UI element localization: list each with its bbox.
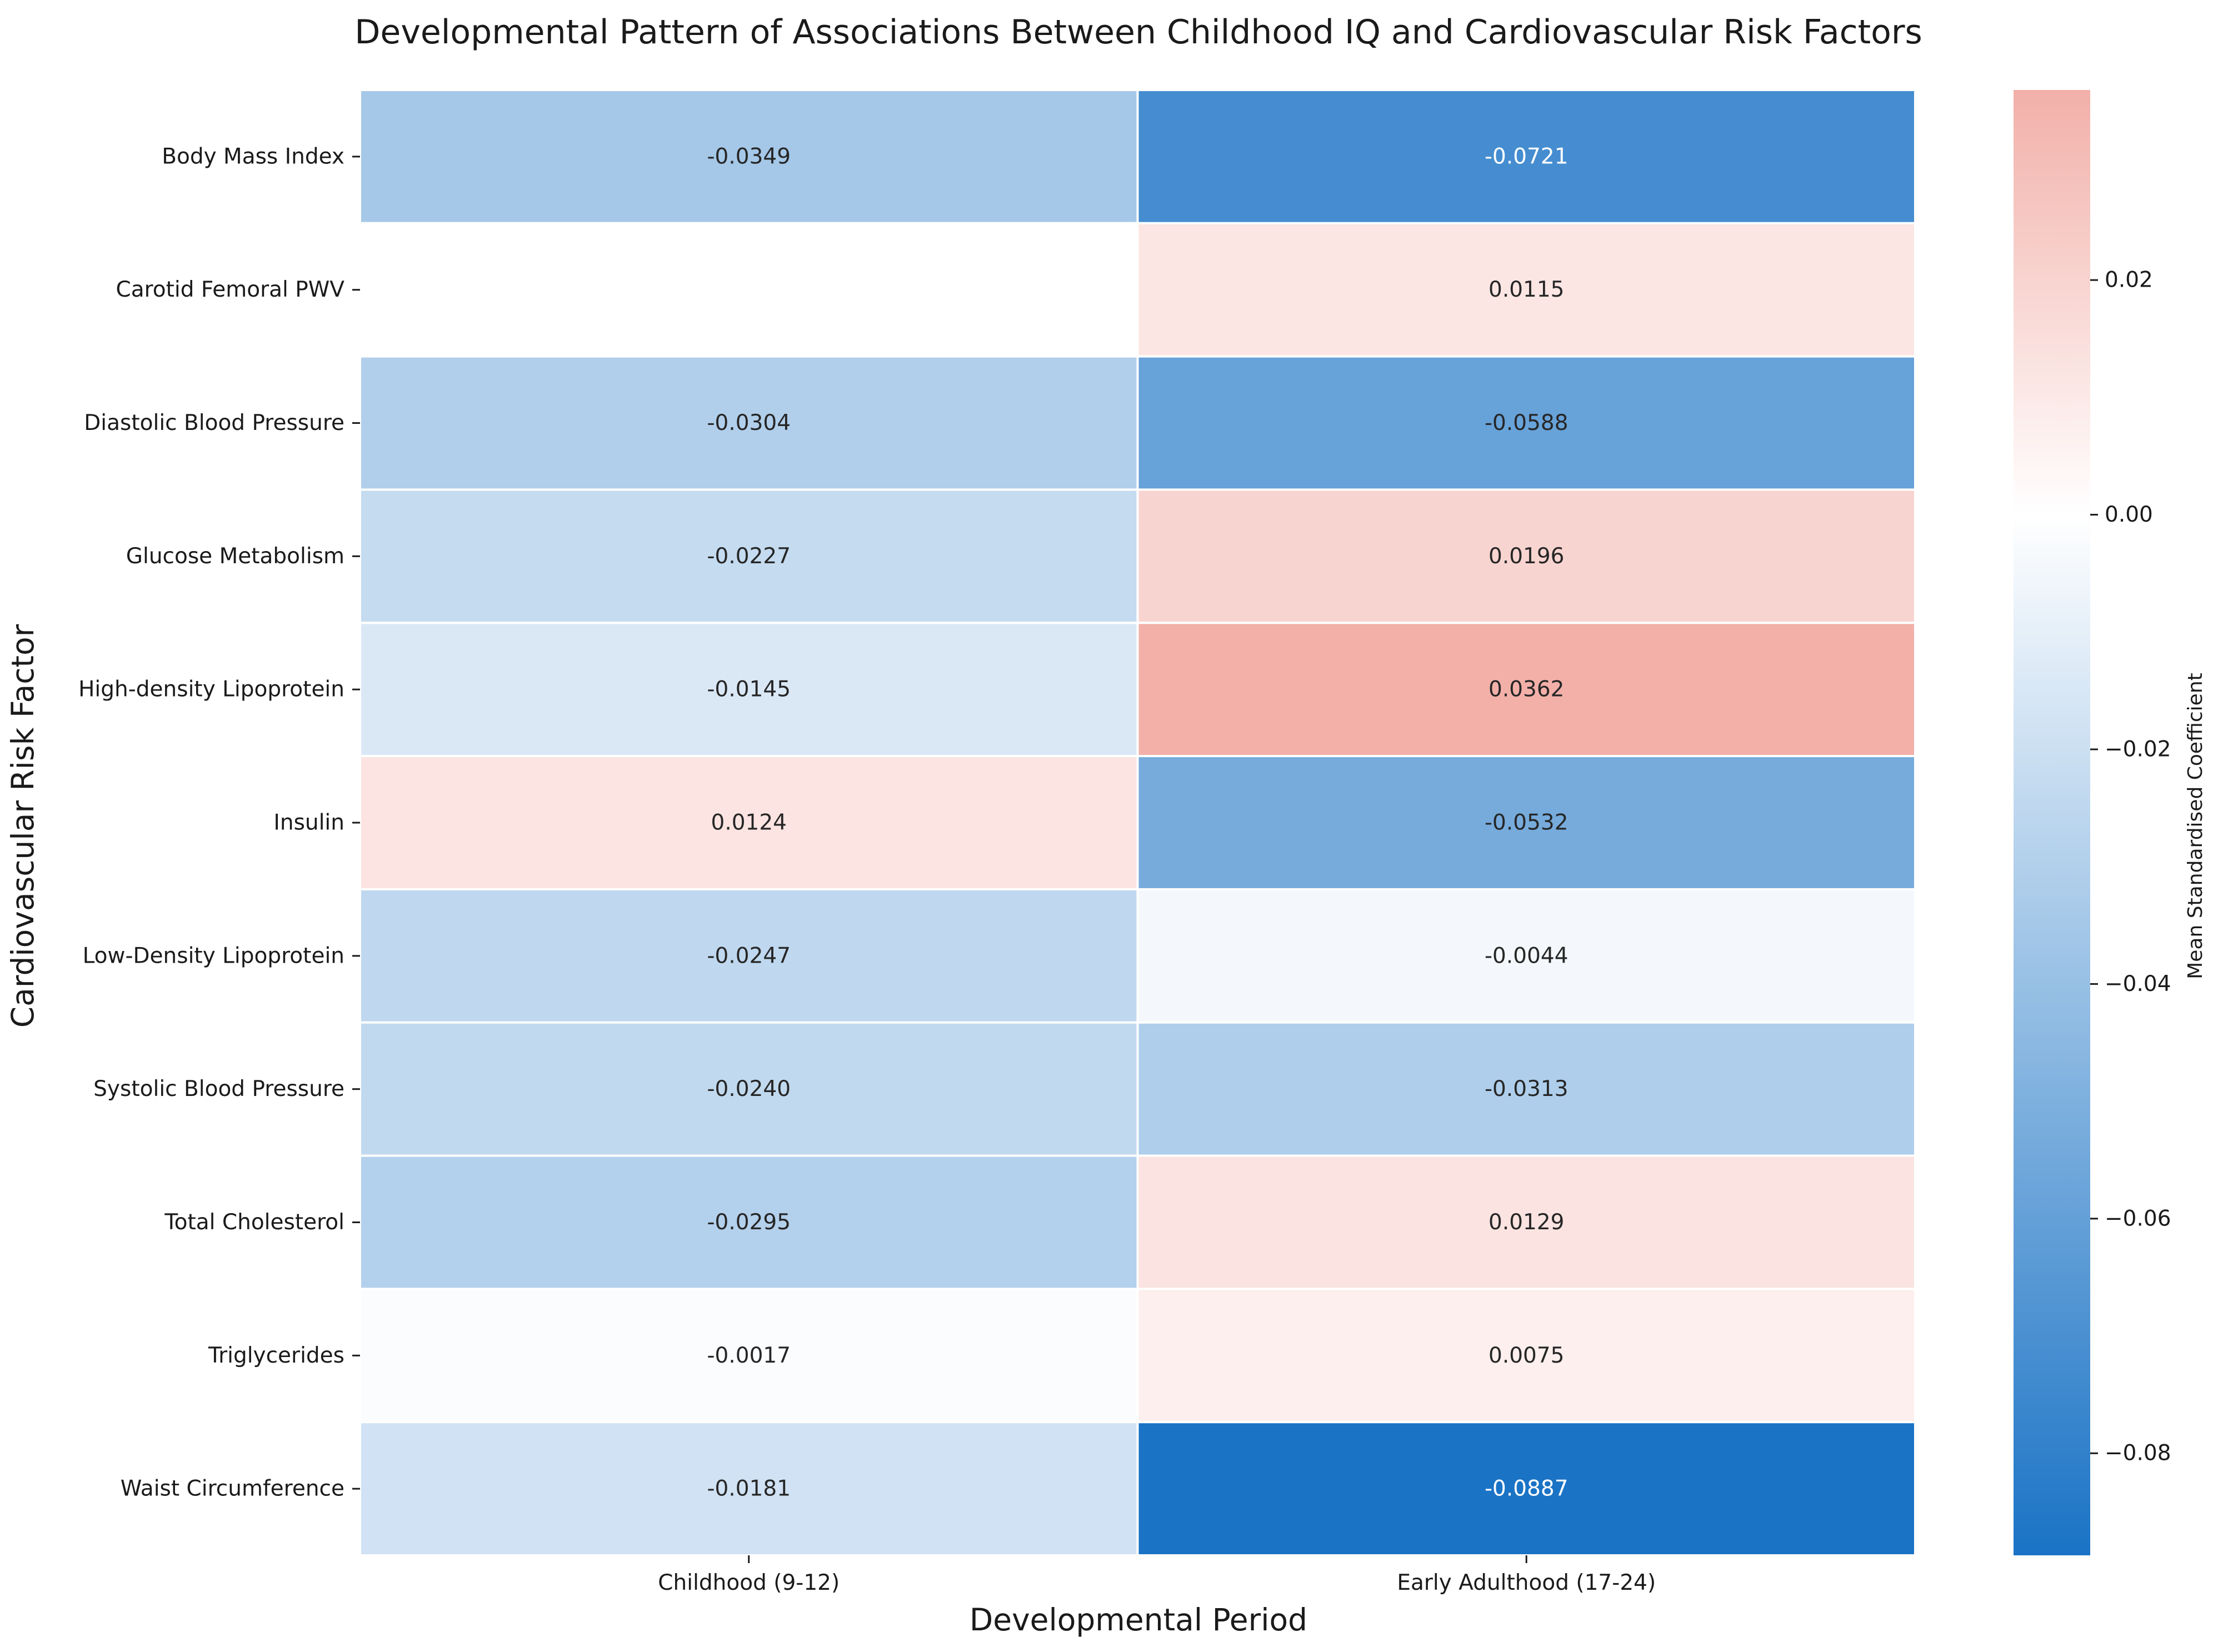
y-tick-label: Carotid Femoral PWV	[116, 277, 344, 302]
heatmap-cell	[1136, 355, 1916, 491]
y-tick-label: Glucose Metabolism	[126, 544, 344, 569]
colorbar-tick-label: −0.08	[2105, 1441, 2171, 1466]
y-tick-label: Waist Circumference	[121, 1476, 344, 1501]
cell-value-label: -0.0532	[1485, 810, 1568, 835]
heatmap-cell	[1136, 1288, 1916, 1424]
heatmap-cell	[1136, 1021, 1916, 1157]
y-tick-label: Insulin	[273, 810, 344, 835]
heatmap-cell	[359, 1421, 1139, 1557]
heatmap-cell	[1136, 888, 1916, 1024]
colorbar-tick-label: −0.02	[2105, 737, 2171, 762]
cell-value-label: 0.0196	[1488, 544, 1564, 569]
heatmap-cell	[1136, 222, 1916, 358]
cell-value-label: -0.0304	[707, 411, 791, 435]
y-axis-ticks: Body Mass Index Carotid Femoral PWV Diasto…	[78, 144, 360, 1501]
heatmap-cell	[1136, 89, 1916, 224]
colorbar-ticks: 0.02 0.00 −0.02 −0.04 −0.06 −0.08	[2090, 268, 2171, 1466]
colorbar-tick-label: −0.06	[2105, 1206, 2171, 1231]
cell-value-label: -0.0349	[707, 144, 791, 169]
x-tick-label: Early Adulthood (17-24)	[1397, 1570, 1656, 1595]
heatmap-cell	[1136, 1154, 1916, 1290]
cell-value-label: -0.0181	[707, 1476, 791, 1501]
cell-value-label: 0.0124	[711, 810, 787, 835]
y-tick-label: Diastolic Blood Pressure	[84, 411, 344, 435]
cell-value-label: 0.0362	[1488, 677, 1564, 702]
heatmap-cell	[359, 755, 1139, 890]
heatmap-cell	[359, 1021, 1139, 1157]
x-tick-label: Childhood (9-12)	[658, 1570, 840, 1595]
cell-value-label: -0.0044	[1485, 943, 1568, 968]
x-axis-ticks: Childhood (9-12) Early Adulthood (17-24)	[658, 1555, 1656, 1595]
y-tick-label: High-density Lipoprotein	[78, 677, 344, 702]
heatmap-cell	[359, 355, 1139, 491]
cell-value-label: -0.0588	[1485, 411, 1568, 435]
x-axis-label: Developmental Period	[970, 1602, 1307, 1638]
y-tick-label: Total Cholesterol	[164, 1210, 344, 1235]
colorbar-tick-label: 0.02	[2105, 268, 2153, 293]
cell-value-label: -0.0295	[707, 1210, 791, 1235]
cell-value-label: 0.0129	[1488, 1210, 1564, 1235]
colorbar: 0.02 0.00 −0.02 −0.04 −0.06 −0.08 Mean Standa…	[2014, 90, 2207, 1555]
cell-value-label: -0.0145	[707, 677, 791, 702]
chart-title: Developmental Pattern of Associations Be…	[354, 13, 1922, 52]
heatmap-cell	[359, 222, 1139, 358]
cell-value-label: -0.0313	[1485, 1077, 1568, 1102]
cell-value-label: -0.0227	[707, 544, 791, 569]
y-axis-label: Cardiovascular Risk Factor	[5, 624, 41, 1028]
colorbar-tick-label: −0.04	[2105, 972, 2171, 997]
colorbar-tick-label: 0.00	[2105, 502, 2153, 527]
heatmap-cell	[359, 622, 1139, 758]
cell-value-label: -0.0240	[707, 1077, 791, 1102]
heatmap-cell	[359, 89, 1139, 224]
cell-value-label: -0.0721	[1485, 144, 1568, 169]
colorbar-label: Mean Standardised Coefficient	[2184, 673, 2207, 979]
heatmap-cell-labels: -0.0349 -0.0721 0.0115 -0.0304 -0.0588 -0.022…	[707, 144, 1568, 1501]
y-tick-label: Triglycerides	[208, 1343, 344, 1368]
cell-value-label: 0.0115	[1488, 277, 1564, 302]
y-tick-label: Systolic Blood Pressure	[93, 1077, 344, 1102]
colorbar-gradient	[2014, 90, 2090, 1555]
y-tick-label: Body Mass Index	[162, 144, 344, 169]
heatmap-cell	[1136, 755, 1916, 890]
heatmap-cells	[359, 89, 1916, 1557]
cell-value-label: -0.0247	[707, 943, 791, 968]
cell-value-label: 0.0075	[1488, 1343, 1564, 1368]
heatmap-cell	[359, 488, 1139, 624]
y-tick-label: Low-Density Lipoprotein	[83, 943, 344, 968]
heatmap-cell	[359, 888, 1139, 1024]
heatmap-cell	[1136, 1421, 1916, 1557]
cell-value-label: -0.0017	[707, 1343, 791, 1368]
cell-value-label: -0.0887	[1485, 1476, 1568, 1501]
